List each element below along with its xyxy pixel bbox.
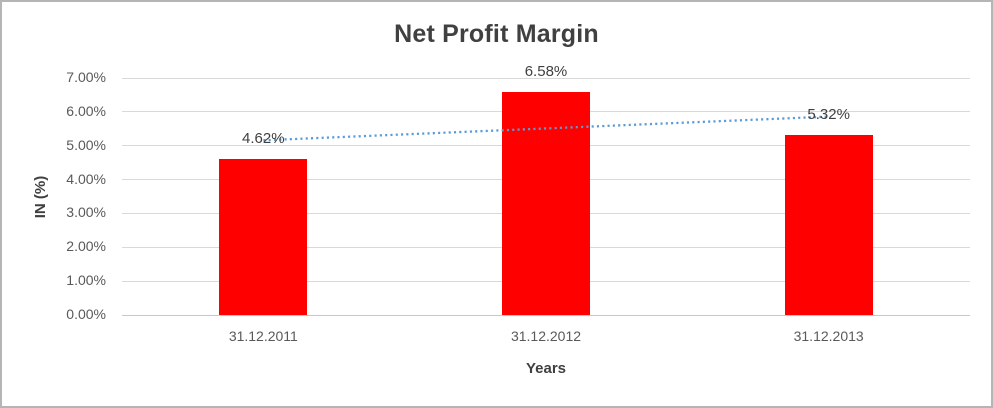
- chart-title: Net Profit Margin: [394, 20, 599, 48]
- y-tick-label: 6.00%: [66, 102, 106, 119]
- x-tick-label: 31.12.2013: [793, 328, 864, 344]
- bar-31.12.2013[interactable]: [784, 134, 873, 315]
- gridline: [122, 77, 970, 79]
- bar-value-label: 4.62%: [242, 129, 285, 147]
- y-tick-label: 4.00%: [66, 170, 106, 187]
- y-tick-label: 1.00%: [66, 272, 106, 289]
- bar-value-label: 6.58%: [524, 63, 568, 81]
- y-tick-label: 0.00%: [66, 306, 106, 322]
- bar-value-label: 5.32%: [807, 105, 850, 123]
- x-tick-label: 31.12.2011: [228, 328, 298, 344]
- x-axis-title: Years: [525, 360, 567, 377]
- y-tick-label: 5.00%: [66, 136, 106, 153]
- x-tick-label: 31.12.2012: [510, 328, 582, 344]
- y-tick-label: 3.00%: [66, 204, 106, 221]
- gridline: [122, 314, 970, 316]
- y-tick-label: 2.00%: [66, 238, 106, 255]
- y-tick-label: 7.00%: [66, 69, 106, 85]
- bar-31.12.2011[interactable]: [219, 158, 308, 315]
- bar-31.12.2012[interactable]: [502, 92, 590, 315]
